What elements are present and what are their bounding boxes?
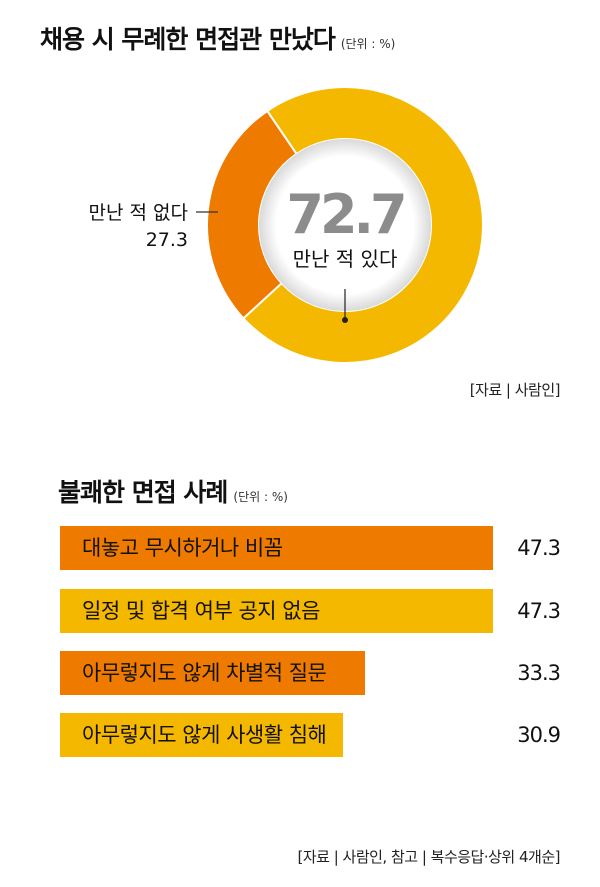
label-yes: 만난 적 있다: [293, 247, 398, 271]
donut-source: [자료 | 사람인]: [469, 381, 561, 399]
data-label-yes: 72.7: [286, 183, 404, 246]
bar-0: [60, 526, 493, 570]
donut-chart: 72.7 만난 적 있다 만난 적 없다 27.3: [89, 86, 484, 364]
leader-dot-yes: [342, 317, 348, 323]
bar-3: [60, 713, 343, 757]
data-label-no: 27.3: [146, 229, 188, 251]
bar-label-0: 대놓고 무시하거나 비꼼: [82, 536, 283, 560]
bar-title: 불쾌한 면접 사례 (단위 : %): [58, 473, 288, 509]
bar-label-3: 아무렇지도 않게 사생활 침해: [82, 723, 327, 747]
bar-unit: (단위 : %): [233, 490, 288, 504]
bar-label-2: 아무렇지도 않게 차별적 질문: [82, 661, 327, 685]
donut-title-text: 채용 시 무례한 면접관 만났다: [40, 25, 336, 54]
bar-source: [자료 | 사람인, 참고 | 복수응답·상위 4개순]: [297, 848, 560, 866]
donut-unit: (단위 : %): [340, 37, 396, 51]
donut-title: 채용 시 무례한 면접관 만났다 (단위 : %): [40, 20, 395, 56]
bar-value-0: 47.3: [517, 536, 561, 560]
donut-hole: [259, 139, 431, 311]
bar-2: [60, 651, 365, 695]
bar-value-1: 47.3: [517, 599, 561, 623]
bar-value-3: 30.9: [517, 723, 561, 747]
bar-title-text: 불쾌한 면접 사례: [58, 478, 228, 507]
bar-1: [60, 589, 493, 633]
bar-label-1: 일정 및 합격 여부 공지 없음: [82, 599, 320, 623]
label-no: 만난 적 없다: [89, 202, 188, 224]
bar-value-2: 33.3: [517, 661, 561, 685]
